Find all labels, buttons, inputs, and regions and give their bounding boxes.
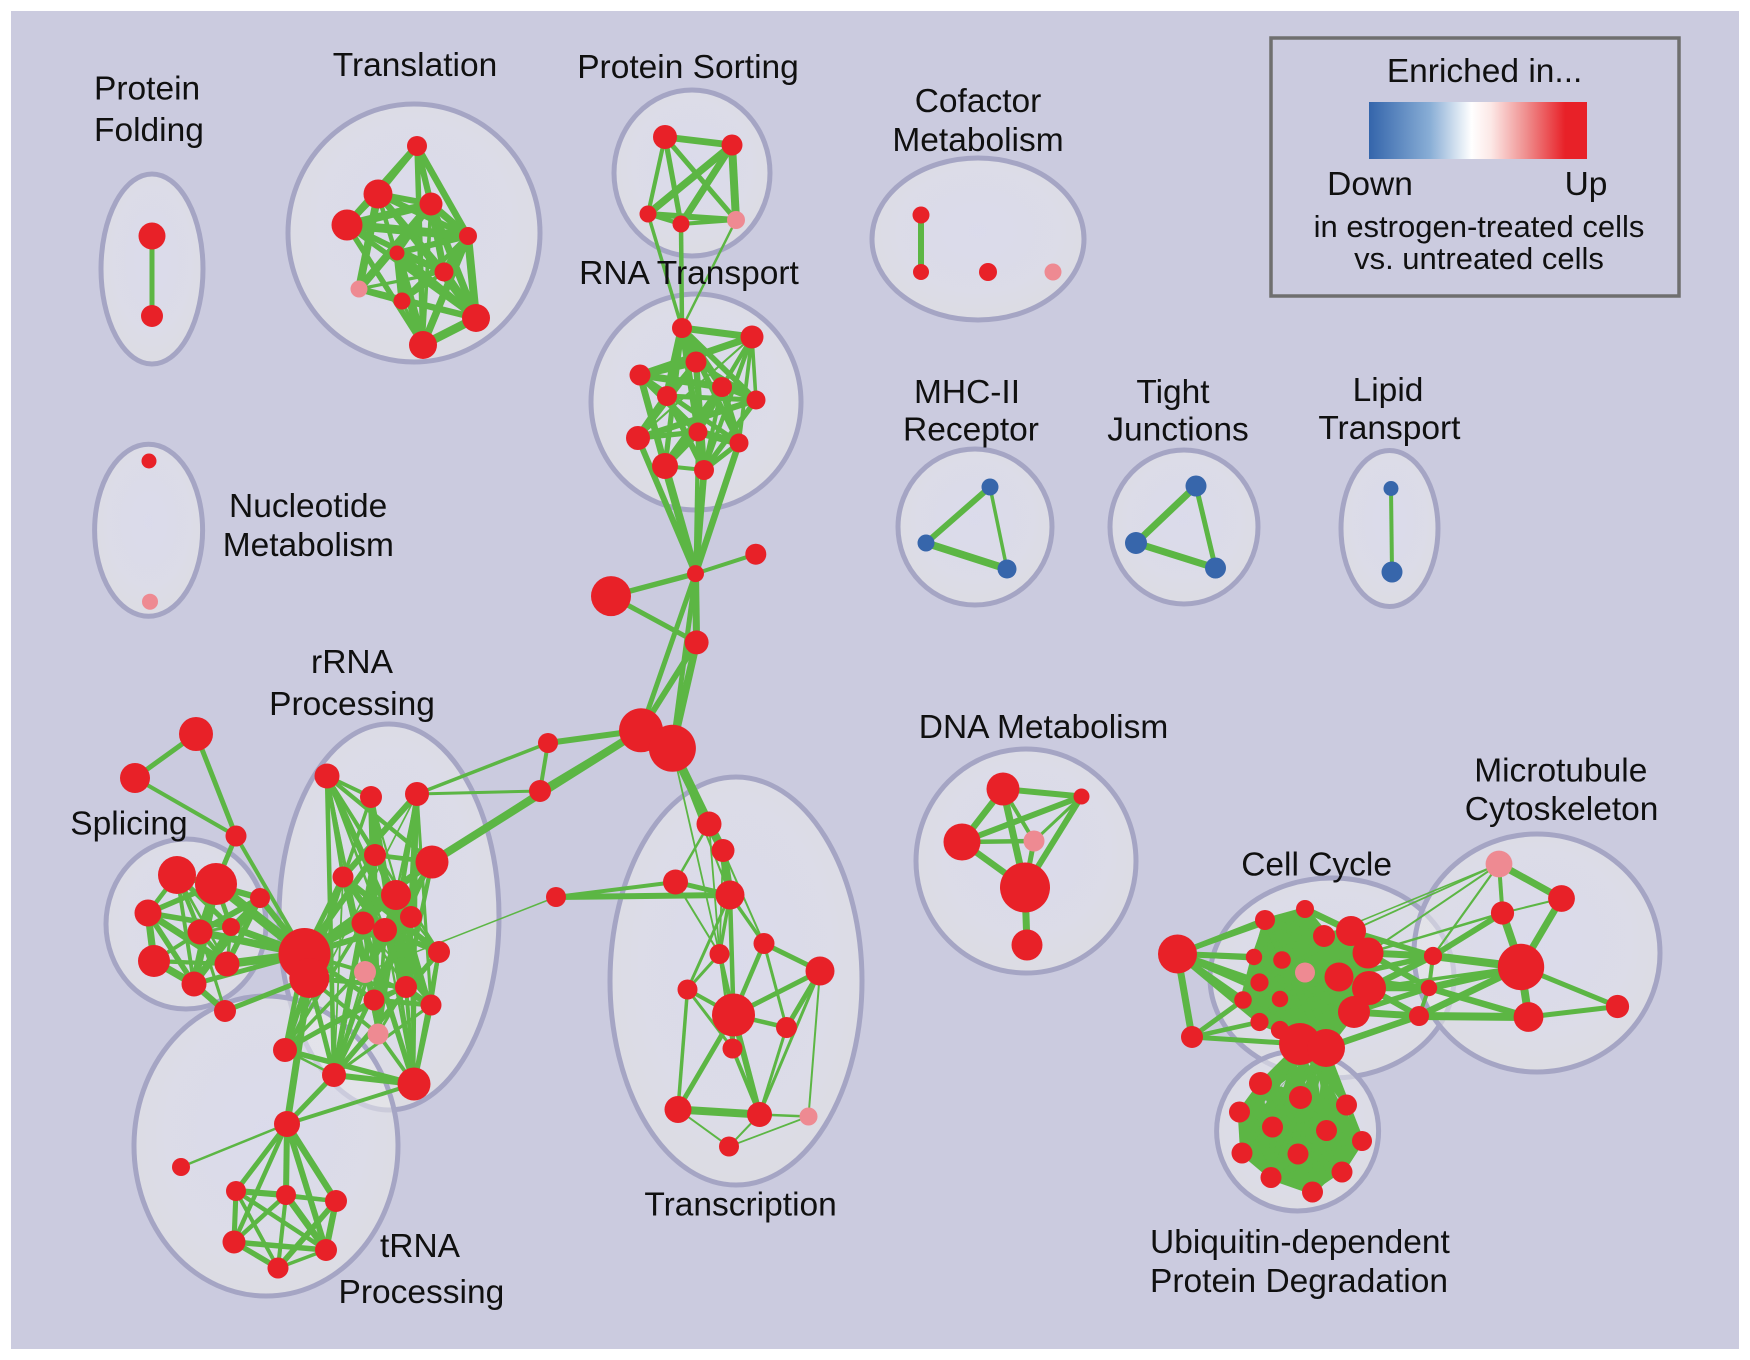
svg-text:Processing: Processing — [269, 686, 435, 723]
svg-text:rRNA: rRNA — [311, 644, 394, 681]
svg-text:Tight: Tight — [1136, 374, 1210, 411]
svg-text:vs. untreated cells: vs. untreated cells — [1354, 241, 1604, 276]
svg-text:Translation: Translation — [333, 47, 497, 84]
svg-text:Protein Sorting: Protein Sorting — [577, 49, 799, 86]
svg-text:Receptor: Receptor — [903, 412, 1039, 449]
svg-text:Down: Down — [1327, 166, 1413, 203]
svg-text:Junctions: Junctions — [1107, 412, 1249, 449]
svg-text:Cytoskeleton: Cytoskeleton — [1465, 791, 1659, 828]
svg-text:Transport: Transport — [1318, 410, 1461, 447]
svg-text:Processing: Processing — [339, 1274, 505, 1311]
svg-text:Enriched in...: Enriched in... — [1387, 53, 1583, 90]
svg-text:Metabolism: Metabolism — [892, 122, 1063, 159]
svg-text:Protein Degradation: Protein Degradation — [1150, 1263, 1448, 1300]
svg-text:Microtubule: Microtubule — [1474, 753, 1647, 790]
svg-text:Lipid: Lipid — [1353, 372, 1424, 409]
svg-text:Nucleotide: Nucleotide — [229, 488, 387, 525]
svg-text:RNA Transport: RNA Transport — [579, 255, 799, 292]
svg-text:tRNA: tRNA — [380, 1228, 461, 1265]
svg-text:Protein: Protein — [94, 70, 200, 107]
svg-text:Up: Up — [1565, 166, 1608, 203]
svg-text:DNA Metabolism: DNA Metabolism — [919, 709, 1168, 746]
svg-text:in estrogen-treated cells: in estrogen-treated cells — [1314, 209, 1645, 244]
svg-text:Cell Cycle: Cell Cycle — [1241, 846, 1392, 883]
svg-text:Ubiquitin-dependent: Ubiquitin-dependent — [1150, 1224, 1451, 1261]
svg-text:MHC-II: MHC-II — [914, 374, 1020, 411]
svg-text:Metabolism: Metabolism — [223, 527, 394, 564]
svg-text:Folding: Folding — [94, 112, 204, 149]
svg-text:Cofactor: Cofactor — [915, 83, 1042, 120]
svg-text:Splicing: Splicing — [70, 805, 187, 842]
svg-text:Transcription: Transcription — [644, 1186, 836, 1223]
